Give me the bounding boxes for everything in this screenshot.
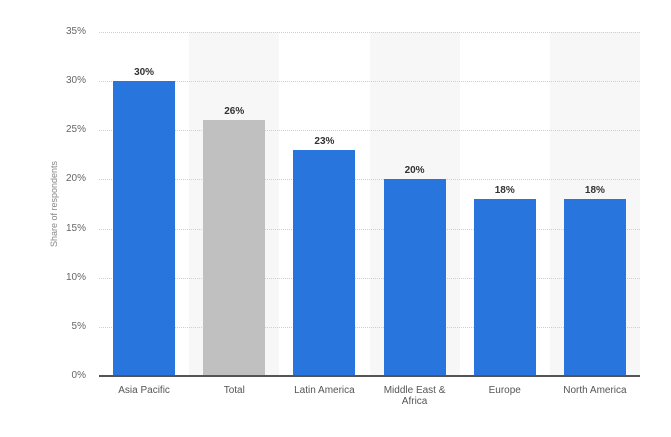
bar-value-label: 18% [584, 185, 605, 197]
gridline [99, 228, 640, 230]
y-tick-label: 25% [65, 124, 86, 136]
x-tick-label: Total [223, 385, 245, 396]
bar[interactable] [203, 120, 266, 376]
bar[interactable] [293, 149, 356, 376]
gridline [99, 179, 640, 181]
bar-value-label: 23% [314, 135, 335, 147]
bar[interactable] [383, 179, 446, 376]
y-tick-label: 0% [71, 370, 86, 381]
y-tick-label: 35% [65, 26, 86, 37]
bar[interactable] [473, 199, 536, 376]
y-tick-label: 30% [65, 75, 86, 87]
bar[interactable] [563, 199, 626, 376]
x-tick-label: North America [563, 385, 627, 396]
y-tick-label: 10% [65, 271, 86, 283]
gridline [99, 277, 640, 279]
bar-value-label: 26% [224, 106, 245, 118]
y-tick-label: 20% [65, 173, 86, 185]
bar-value-label: 18% [494, 185, 515, 197]
gridline [99, 130, 640, 132]
bar[interactable] [113, 81, 176, 376]
x-tick-label: Latin America [294, 385, 355, 396]
bar-value-label: 30% [134, 67, 155, 79]
plot-area: 30% 26% 23% 20% 18% 18% [99, 32, 640, 376]
x-tick-label: Asia Pacific [118, 385, 170, 396]
x-tick-label: Middle East & Africa [383, 385, 446, 407]
gridline [99, 32, 640, 33]
x-axis-line [99, 375, 640, 377]
x-tick-label: Europe [488, 385, 521, 396]
gridline [99, 326, 640, 328]
bar-value-label: 20% [404, 165, 425, 177]
y-tick-label: 5% [71, 320, 86, 332]
gridline [99, 81, 640, 83]
y-tick-label: 15% [65, 222, 86, 234]
